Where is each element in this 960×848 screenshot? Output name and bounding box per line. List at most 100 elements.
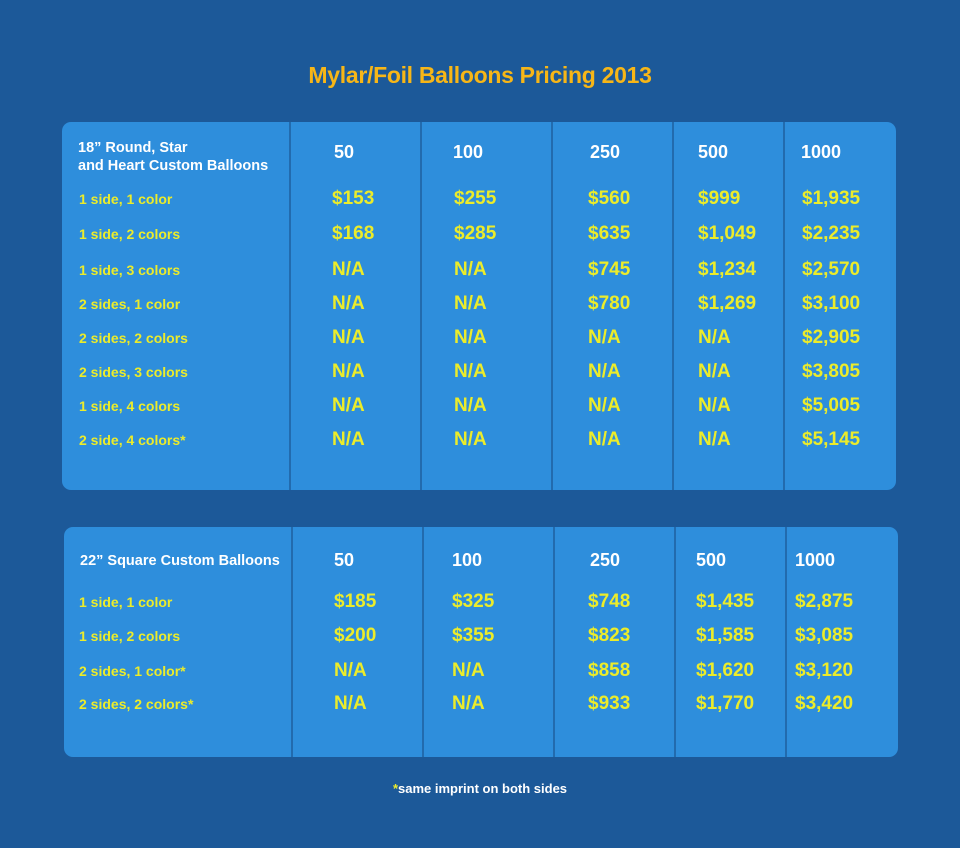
price-cell: N/A bbox=[332, 327, 365, 348]
footnote-text: same imprint on both sides bbox=[398, 781, 568, 796]
price-cell: $285 bbox=[454, 223, 497, 244]
price-cell: $325 bbox=[452, 591, 495, 612]
row-label: 2 sides, 2 colors* bbox=[79, 696, 194, 712]
row-label: 2 sides, 2 colors bbox=[79, 330, 188, 346]
price-cell: N/A bbox=[332, 395, 365, 416]
price-cell: $560 bbox=[588, 188, 631, 209]
quantity-header: 50 bbox=[334, 550, 355, 570]
quantity-header: 500 bbox=[698, 142, 729, 162]
price-cell: N/A bbox=[332, 293, 365, 314]
row-label: 2 sides, 3 colors bbox=[79, 364, 188, 380]
price-cell: $255 bbox=[454, 188, 497, 209]
price-cell: N/A bbox=[588, 361, 621, 382]
price-cell: N/A bbox=[454, 259, 487, 280]
column-divider bbox=[289, 122, 291, 490]
column-divider bbox=[553, 527, 555, 757]
price-cell: N/A bbox=[698, 361, 731, 382]
row-label: 1 side, 3 colors bbox=[79, 262, 181, 278]
row-label: 1 side, 4 colors bbox=[79, 398, 181, 414]
price-cell: $185 bbox=[334, 591, 377, 612]
quantity-header: 250 bbox=[590, 142, 621, 162]
price-cell: $823 bbox=[588, 625, 631, 646]
row-label: 1 side, 1 color bbox=[79, 191, 173, 207]
price-cell: $1,269 bbox=[698, 293, 757, 314]
column-divider bbox=[422, 527, 424, 757]
price-cell: N/A bbox=[332, 259, 365, 280]
price-cell: $3,120 bbox=[795, 660, 854, 681]
pricing-table-22in: 22” Square Custom Balloons 50 100 250 50… bbox=[64, 527, 898, 757]
row-label: 1 side, 1 color bbox=[79, 594, 173, 610]
price-cell: N/A bbox=[454, 327, 487, 348]
price-cell: N/A bbox=[334, 660, 367, 681]
table-header-line1: 18” Round, Star bbox=[78, 140, 188, 156]
price-cell: N/A bbox=[698, 327, 731, 348]
price-cell: $168 bbox=[332, 223, 375, 244]
quantity-header: 100 bbox=[453, 142, 484, 162]
price-cell: N/A bbox=[452, 660, 485, 681]
price-cell: N/A bbox=[332, 429, 365, 450]
price-cell: $1,620 bbox=[696, 660, 755, 681]
column-divider bbox=[420, 122, 422, 490]
price-cell: $1,049 bbox=[698, 223, 757, 244]
price-cell: $748 bbox=[588, 591, 631, 612]
quantity-header: 1000 bbox=[801, 142, 842, 162]
quantity-header: 250 bbox=[590, 550, 621, 570]
quantity-header: 100 bbox=[452, 550, 483, 570]
price-cell: $3,805 bbox=[802, 361, 861, 382]
price-cell: N/A bbox=[452, 693, 485, 714]
pricing-table-18in: 18” Round, Star and Heart Custom Balloon… bbox=[62, 122, 896, 490]
price-cell: $1,435 bbox=[696, 591, 755, 612]
column-divider bbox=[291, 527, 293, 757]
price-cell: $2,570 bbox=[802, 259, 861, 280]
price-cell: $3,085 bbox=[795, 625, 854, 646]
price-cell: N/A bbox=[698, 429, 731, 450]
price-cell: $780 bbox=[588, 293, 631, 314]
row-label: 2 sides, 1 color bbox=[79, 296, 181, 312]
table-header-line2: and Heart Custom Balloons bbox=[78, 158, 269, 174]
price-cell: N/A bbox=[332, 361, 365, 382]
price-cell: $933 bbox=[588, 693, 631, 714]
price-cell: $2,235 bbox=[802, 223, 861, 244]
price-cell: $1,585 bbox=[696, 625, 755, 646]
price-cell: $5,145 bbox=[802, 429, 861, 450]
price-cell: $2,905 bbox=[802, 327, 861, 348]
quantity-header: 500 bbox=[696, 550, 727, 570]
price-cell: N/A bbox=[454, 293, 487, 314]
price-cell: N/A bbox=[588, 395, 621, 416]
column-divider bbox=[785, 527, 787, 757]
row-label: 2 sides, 1 color* bbox=[79, 663, 186, 679]
price-cell: $999 bbox=[698, 188, 741, 209]
price-cell: $1,935 bbox=[802, 188, 861, 209]
column-divider bbox=[783, 122, 785, 490]
price-cell: N/A bbox=[454, 395, 487, 416]
price-cell: $3,420 bbox=[795, 693, 854, 714]
row-label: 1 side, 2 colors bbox=[79, 226, 181, 242]
price-cell: N/A bbox=[334, 693, 367, 714]
price-cell: $200 bbox=[334, 625, 377, 646]
quantity-header: 50 bbox=[334, 142, 355, 162]
price-cell: N/A bbox=[588, 429, 621, 450]
price-cell: N/A bbox=[454, 429, 487, 450]
column-divider bbox=[551, 122, 553, 490]
price-cell: $635 bbox=[588, 223, 631, 244]
price-cell: $2,875 bbox=[795, 591, 854, 612]
footnote-star: * bbox=[392, 781, 399, 796]
table-header: 18” Round, Star and Heart Custom Balloon… bbox=[78, 139, 268, 175]
quantity-header: 1000 bbox=[795, 550, 836, 570]
price-cell: $745 bbox=[588, 259, 631, 280]
price-cell: $355 bbox=[452, 625, 495, 646]
price-cell: N/A bbox=[588, 327, 621, 348]
price-cell: $5,005 bbox=[802, 395, 861, 416]
row-label: 2 side, 4 colors* bbox=[79, 432, 186, 448]
footnote: *same imprint on both sides bbox=[0, 781, 960, 796]
table-header: 22” Square Custom Balloons bbox=[80, 552, 280, 570]
column-divider bbox=[674, 527, 676, 757]
price-cell: $3,100 bbox=[802, 293, 861, 314]
price-cell: $1,234 bbox=[698, 259, 757, 280]
page-title: Mylar/Foil Balloons Pricing 2013 bbox=[308, 62, 652, 88]
column-divider bbox=[672, 122, 674, 490]
price-cell: N/A bbox=[454, 361, 487, 382]
price-cell: N/A bbox=[698, 395, 731, 416]
row-label: 1 side, 2 colors bbox=[79, 628, 181, 644]
table-header-line1: 22” Square Custom Balloons bbox=[80, 553, 280, 569]
